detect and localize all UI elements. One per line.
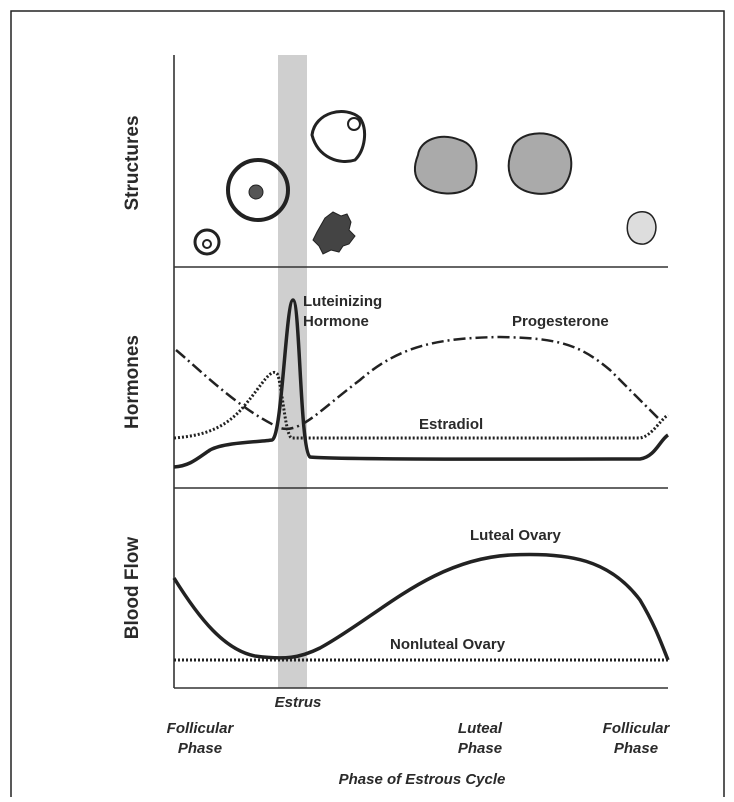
- progesterone-curve: [176, 337, 660, 429]
- estrus-label: Estrus: [275, 694, 322, 711]
- phase-label: Follicular: [167, 720, 235, 737]
- phase-label: Follicular: [603, 720, 671, 737]
- x-axis-title: Phase of Estrous Cycle: [339, 771, 506, 788]
- curve-label: Estradiol: [419, 416, 483, 433]
- panel-label: Structures: [122, 115, 143, 210]
- curve-label: Hormone: [303, 313, 369, 330]
- phase-label: Phase: [458, 740, 502, 757]
- curve-label: Progesterone: [512, 313, 609, 330]
- diagram: Structures Hormones Blood Flow Luteinizi…: [0, 0, 734, 797]
- phase-label: Luteal: [458, 720, 503, 737]
- phase-label: Phase: [178, 740, 222, 757]
- curve-label: Luteinizing: [303, 293, 382, 310]
- curve-label: Nonluteal Ovary: [390, 636, 506, 653]
- frame: [11, 11, 724, 797]
- phase-label: Phase: [614, 740, 658, 757]
- structures: [195, 112, 656, 254]
- curve-label: Luteal Ovary: [470, 527, 562, 544]
- panel-label: Blood Flow: [122, 537, 143, 640]
- panel-label: Hormones: [122, 335, 143, 429]
